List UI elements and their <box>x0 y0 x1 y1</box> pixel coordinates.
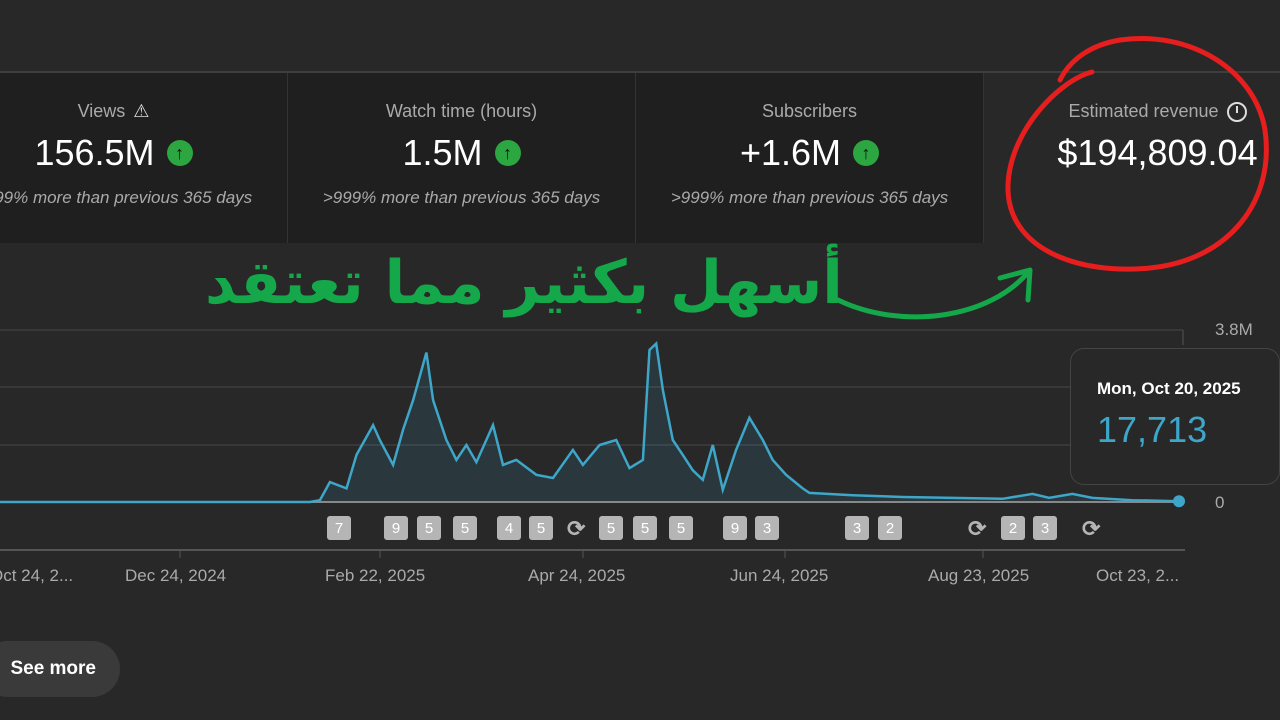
tooltip-value: 17,713 <box>1097 409 1208 450</box>
card-label: Views <box>77 101 126 121</box>
video-publish-marker[interactable]: 5 <box>599 516 623 540</box>
y-tick-label: 3.8M <box>1215 320 1253 339</box>
x-tick-label: Oct 23, 2... <box>1096 566 1180 585</box>
x-tick-label: Aug 23, 2025 <box>928 566 1030 585</box>
tooltip-date: Mon, Oct 20, 2025 <box>1097 379 1241 398</box>
video-publish-marker[interactable]: 7 <box>327 516 351 540</box>
chart-tooltip: Mon, Oct 20, 2025 17,713 <box>1070 348 1280 485</box>
arrow-up-icon: ↑ <box>166 140 193 166</box>
video-publish-marker[interactable]: 9 <box>384 516 408 540</box>
header-divider <box>0 71 1280 73</box>
video-publish-marker[interactable]: 2 <box>1001 516 1025 540</box>
x-tick-label: Apr 24, 2025 <box>528 566 626 585</box>
card-watch-time[interactable]: Watch time (hours) 1.5M ↑ >999% more than… <box>288 73 636 243</box>
series-line <box>0 341 1180 504</box>
video-publish-marker[interactable]: 3 <box>755 516 779 540</box>
see-more-button[interactable]: See more <box>0 641 120 697</box>
video-publish-marker[interactable]: 9 <box>723 516 747 540</box>
y-tick-label: 0 <box>1215 493 1225 512</box>
video-publish-marker[interactable]: 5 <box>417 516 441 540</box>
video-publish-marker[interactable]: 5 <box>669 516 693 540</box>
card-comparison: >999% more than previous 365 days <box>670 188 949 207</box>
shorts-icon[interactable]: ⟳ <box>968 516 987 541</box>
card-label: Watch time (hours) <box>385 101 538 121</box>
x-tick-label: Oct 24, 2... <box>0 566 74 585</box>
x-tick-label: Jun 24, 2025 <box>730 566 829 585</box>
card-comparison: >999% more than previous 365 days <box>322 188 601 207</box>
shorts-icon[interactable]: ⟳ <box>567 516 586 541</box>
video-publish-marker[interactable]: 4 <box>497 516 521 540</box>
x-tick-label: Feb 22, 2025 <box>325 566 426 585</box>
arrow-up-icon: ↑ <box>853 140 880 166</box>
arrow-up-icon: ↑ <box>494 140 521 166</box>
overlay-caption: أسهل بكثير مما تعتقد <box>205 248 843 318</box>
card-subscribers[interactable]: Subscribers +1.6M ↑ >999% more than previ… <box>636 73 984 243</box>
video-publish-marker[interactable]: 2 <box>878 516 902 540</box>
video-publish-marker[interactable]: 5 <box>453 516 477 540</box>
warning-icon: ⚠ <box>133 101 150 121</box>
card-value: +1.6M <box>739 132 842 173</box>
video-publish-marker[interactable]: 5 <box>529 516 553 540</box>
card-views[interactable]: Views ⚠ 156.5M ↑ >999% more than previous … <box>0 73 288 243</box>
series-area <box>0 343 1179 502</box>
card-value: 156.5M <box>34 132 155 173</box>
hover-point[interactable] <box>1173 495 1185 508</box>
x-tick-label: Dec 24, 2024 <box>125 566 227 585</box>
card-label: Subscribers <box>761 101 858 121</box>
video-publish-marker[interactable]: 3 <box>1033 516 1057 540</box>
card-comparison: >999% more than previous 365 days <box>0 188 253 207</box>
video-publish-marker[interactable]: 3 <box>845 516 869 540</box>
card-value: 1.5M <box>402 132 483 173</box>
video-publish-marker[interactable]: 5 <box>633 516 657 540</box>
shorts-icon[interactable]: ⟳ <box>1082 516 1101 541</box>
